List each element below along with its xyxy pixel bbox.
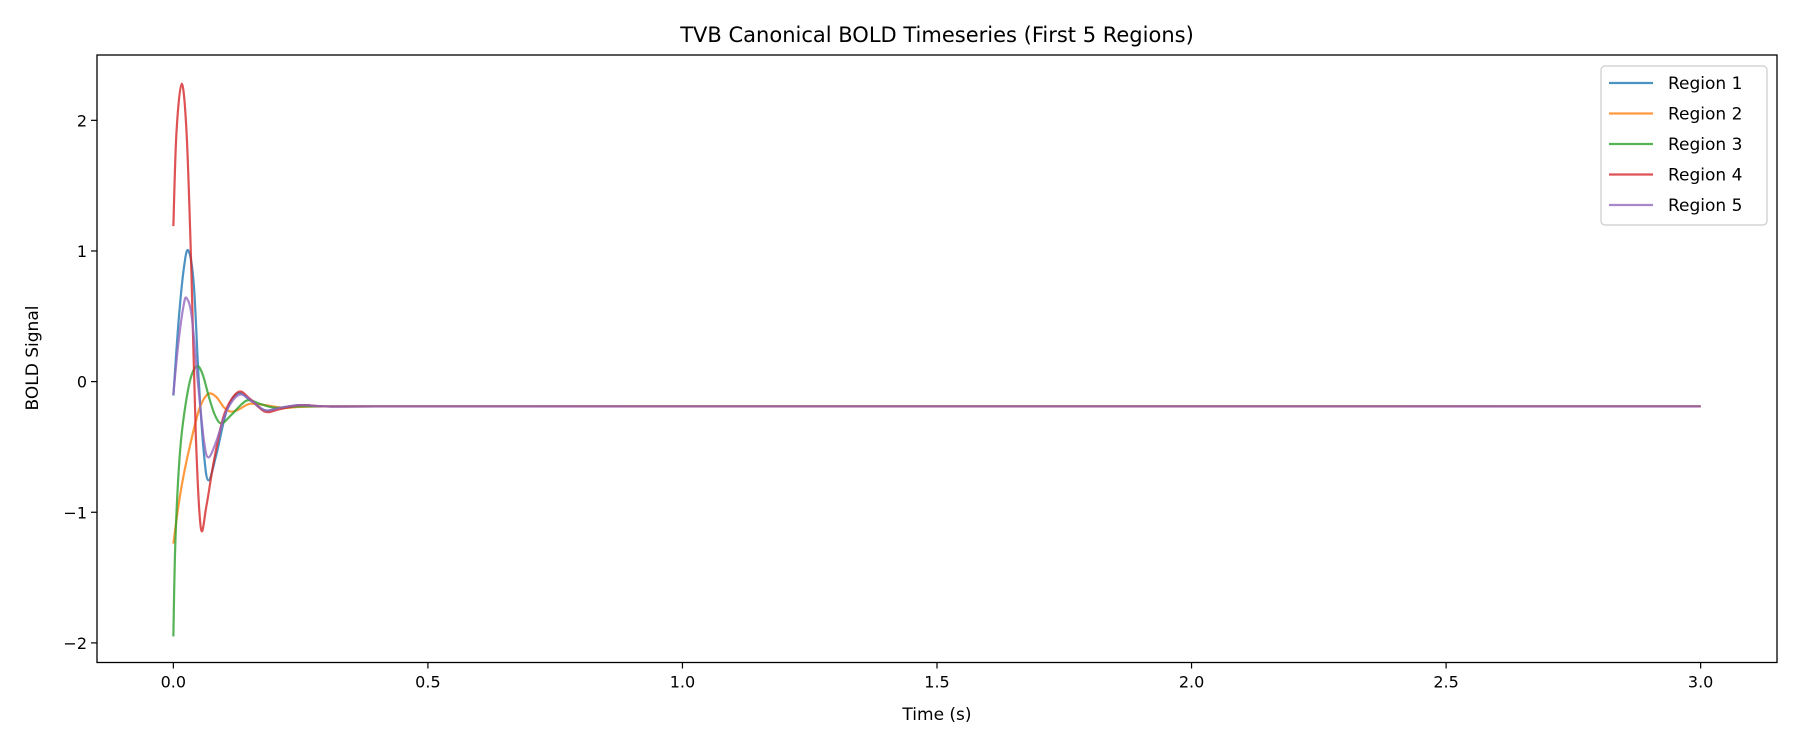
plot-lines [172,82,1701,637]
y-axis-label: BOLD Signal [23,306,43,411]
legend: Region 1 Region 2 Region 3 Region 4 Region 5 [1600,65,1768,226]
x-tick-label: 0.0 [161,673,186,692]
x-tick-label: 2.0 [1179,673,1204,692]
legend-label: Region 5 [1668,196,1742,216]
y-tick-label: −1 [63,503,87,522]
legend-label: Region 1 [1668,74,1742,94]
x-axis-ticks: 0.0 0.5 1.0 1.5 2.0 2.5 3.0 [161,662,1713,692]
y-axis-ticks: −2 −1 0 1 2 [63,111,97,653]
legend-label: Region 3 [1668,135,1742,155]
legend-box [1600,65,1768,226]
x-tick-label: 1.5 [924,673,949,692]
legend-label: Region 4 [1668,166,1742,186]
x-axis-label: Time (s) [901,705,971,725]
y-tick-label: 1 [77,242,87,261]
x-tick-label: 0.5 [415,673,440,692]
chart-title: TVB Canonical BOLD Timeseries (First 5 R… [679,23,1194,47]
x-tick-label: 1.0 [670,673,695,692]
series-line-region-5 [172,296,1701,459]
y-tick-label: 0 [77,373,87,392]
y-tick-label: −2 [63,634,87,653]
y-tick-label: 2 [77,111,87,130]
x-tick-label: 2.5 [1433,673,1458,692]
legend-label: Region 2 [1668,105,1742,125]
x-tick-label: 3.0 [1688,673,1713,692]
